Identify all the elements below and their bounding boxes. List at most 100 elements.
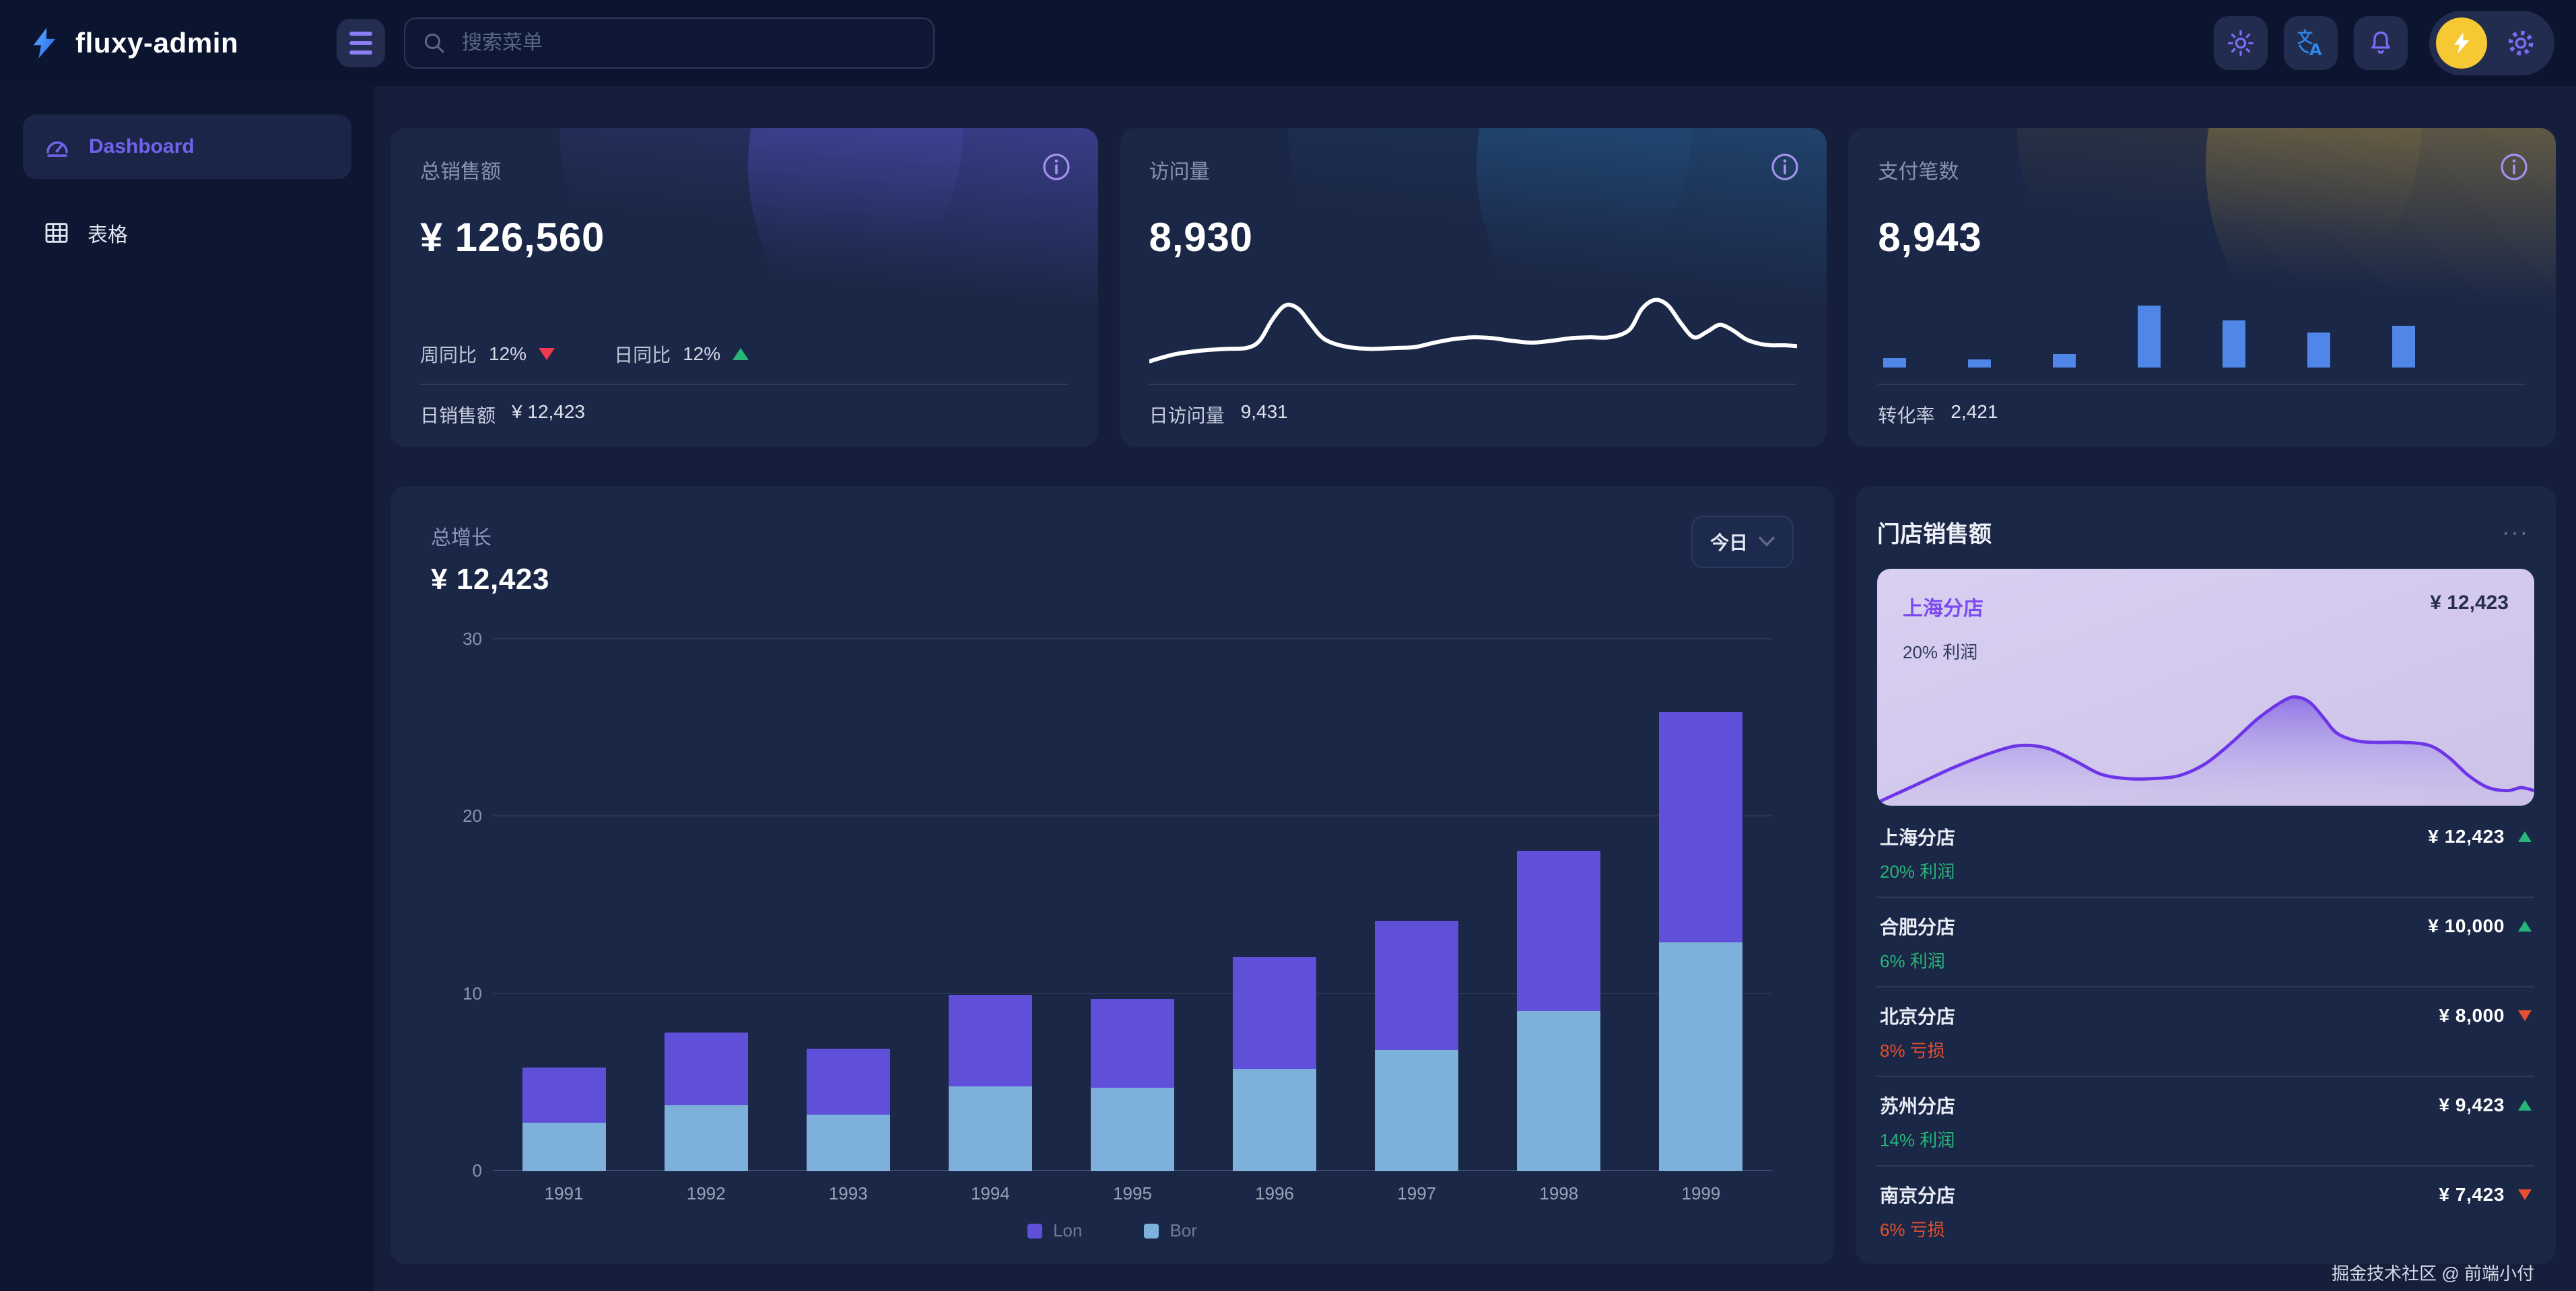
trend-up-icon [2518,1100,2532,1111]
store-value: ¥ 9,423 [2439,1094,2505,1115]
segment-lon [806,1049,890,1115]
stats-row: 总销售额 ¥ 126,560 周同比 12% 日同比 12% [391,128,2556,447]
growth-bar-1991[interactable] [522,1068,606,1171]
trend-up-icon [733,348,749,360]
store-row-5[interactable]: 南京分店 ¥ 7,423 6% 亏损 [1877,1165,2534,1255]
stat-card-visits: 访问量 8,930 日访问量 9,431 [1119,128,1827,447]
lightning-logo-icon [33,28,56,59]
store-highlight-card[interactable]: 上海分店 ¥ 12,423 20% 利润 [1877,569,2534,806]
x-axis-label: 1992 [686,1183,726,1203]
divider [420,384,1069,385]
info-icon[interactable] [1769,151,1801,188]
stat-footer: 日销售额 ¥ 12,423 [420,401,586,426]
gridline-20: 20 [463,806,1772,826]
stores-title: 门店销售额 [1877,522,1992,547]
y-axis-label: 0 [472,1160,482,1181]
search-box[interactable] [404,18,935,69]
growth-bar-1998[interactable] [1517,851,1601,1171]
store-sub: 14% 利润 [1880,1130,1955,1150]
legend-label: Lon [1053,1220,1083,1241]
info-icon[interactable] [1040,151,1073,188]
area-line [1877,697,2534,802]
store-row-2[interactable]: 合肥分店 ¥ 10,000 6% 利润 [1877,897,2534,986]
growth-bar-1995[interactable] [1090,999,1174,1171]
x-axis-labels: 1991 1992 1993 1994 1995 1996 1997 1998 1999 [493,1183,1772,1204]
user-pill[interactable] [2429,11,2554,75]
store-row-3[interactable]: 北京分店 ¥ 8,000 8% 亏损 [1877,986,2534,1076]
sidebar: Dashboard 表格 [0,86,374,1291]
info-icon[interactable] [2498,151,2530,188]
notifications-button[interactable] [2354,16,2408,70]
growth-bar-1993[interactable] [806,1049,890,1171]
more-button[interactable]: ··· [2497,520,2534,545]
x-axis-label: 1997 [1397,1183,1437,1203]
menu-toggle-button[interactable] [337,19,385,67]
area-fill [1877,697,2534,806]
highlight-store-sub: 20% 利润 [1903,642,1978,662]
metric-day: 日同比 12% [614,341,749,368]
segment-bor [1233,1069,1317,1171]
gridline-10: 10 [463,983,1772,1004]
growth-bar-1994[interactable] [948,995,1032,1171]
segment-lon [1517,851,1601,1011]
trend-down-icon [2518,1189,2532,1200]
gear-icon [2508,30,2534,56]
segment-bor [1375,1050,1459,1171]
growth-bar-1992[interactable] [664,1033,748,1171]
x-axis-label: 1995 [1113,1183,1152,1203]
growth-bars [493,639,1772,1171]
bottom-row: 总增长 ¥ 12,423 今日 0 10 20 30 1991 1992 1993 1994… [391,486,2556,1284]
bar-group-1995 [1061,639,1203,1171]
growth-amount: ¥ 12,423 [431,563,550,596]
segment-lon [664,1033,748,1105]
store-value: ¥ 7,423 [2439,1184,2505,1205]
range-dropdown[interactable]: 今日 [1691,516,1794,568]
store-sub: 6% 利润 [1880,951,1945,971]
sidebar-item-table[interactable]: 表格 [23,201,351,265]
store-value: ¥ 10,000 [2428,915,2505,936]
store-value: ¥ 8,000 [2439,1005,2505,1026]
y-axis-label: 30 [463,629,482,649]
trend-down-icon [2518,1010,2532,1021]
bar-group-1992 [635,639,777,1171]
store-name: 苏州分店 [1880,1096,1956,1117]
divider [1878,384,2527,385]
store-value: ¥ 12,423 [2428,826,2505,847]
search-input[interactable] [459,30,917,56]
mini-bar-4 [2138,306,2161,368]
store-list: 上海分店 ¥ 12,423 20% 利润 合肥分店 ¥ 10,000 6% 利润 北京分店 ¥… [1877,808,2534,1255]
table-grid-icon [45,223,68,243]
store-name: 上海分店 [1880,827,1956,848]
x-axis-label: 1999 [1681,1183,1721,1203]
theme-toggle-button[interactable] [2214,16,2268,70]
visits-sparkline-chart [1149,279,1798,368]
bar-group-1994 [919,639,1061,1171]
segment-lon [1090,999,1174,1088]
mini-bar-3 [2053,354,2076,368]
bar-group-1997 [1346,639,1488,1171]
sidebar-item-dashboard[interactable]: Dashboard [23,114,351,179]
settings-button[interactable] [2505,27,2537,59]
stat-title: 访问量 [1149,161,1210,183]
brand-name: fluxy-admin [75,27,239,59]
brand-logo: fluxy-admin [27,26,337,61]
stat-footer: 日访问量 9,431 [1149,401,1288,426]
avatar[interactable] [2436,18,2487,69]
language-button[interactable]: 文 A [2284,16,2338,70]
legend-item-lon[interactable]: Lon [1027,1220,1082,1241]
trend-up-icon [2518,831,2532,842]
store-row-4[interactable]: 苏州分店 ¥ 9,423 14% 利润 [1877,1076,2534,1165]
store-row-1[interactable]: 上海分店 ¥ 12,423 20% 利润 [1877,808,2534,897]
mini-bar-2 [1968,359,1992,368]
legend-item-bor[interactable]: Bor [1144,1220,1197,1241]
growth-bar-1997[interactable] [1375,921,1459,1171]
sidebar-item-label: 表格 [88,224,128,246]
growth-bar-1996[interactable] [1233,957,1317,1171]
dashboard-gauge-icon [46,141,68,157]
growth-bar-1999[interactable] [1659,712,1743,1171]
sparkline-path [1149,300,1798,361]
highlight-store-value: ¥ 12,423 [2430,592,2509,614]
bar-group-1996 [1204,639,1346,1171]
header-actions: 文 A [2214,11,2554,75]
